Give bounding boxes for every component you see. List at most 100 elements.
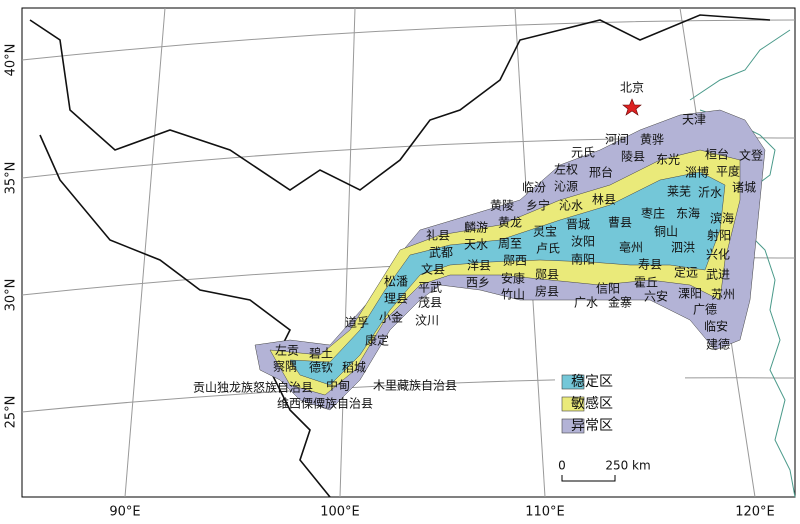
place-label: 平度 xyxy=(716,164,740,179)
place-label: 稻城 xyxy=(342,361,366,375)
place-label: 东海 xyxy=(676,206,700,221)
place-label: 武进 xyxy=(706,268,730,282)
latitude-label: 40°N xyxy=(4,44,19,77)
place-label: 苏州 xyxy=(711,288,735,302)
place-label: 维西傈僳族自治县 xyxy=(277,397,373,411)
latitude-label: 35°N xyxy=(4,162,19,195)
place-label: 左贡 xyxy=(275,343,299,358)
legend-label: 稳定区 xyxy=(571,374,613,390)
place-label: 淄博 xyxy=(685,165,709,180)
place-label: 房县 xyxy=(535,284,559,299)
place-label: 晋城 xyxy=(566,218,590,232)
place-label: 汝阳 xyxy=(571,235,595,249)
place-label: 溧阳 xyxy=(678,287,702,301)
zone-stable xyxy=(289,171,726,386)
place-label: 滨海 xyxy=(710,211,734,226)
place-label: 桓台 xyxy=(705,147,729,162)
legend-swatch xyxy=(561,374,585,390)
place-label: 理县 xyxy=(384,292,408,306)
place-label: 广水 xyxy=(574,296,598,310)
place-label: 武都 xyxy=(429,246,453,260)
place-label: 射阳 xyxy=(707,228,731,243)
scale-zero: 0 xyxy=(558,459,566,473)
place-label: 临安 xyxy=(704,319,728,334)
place-label: 松潘 xyxy=(384,275,408,289)
scale-bar: 0 250 km xyxy=(558,459,651,482)
place-label: 周至 xyxy=(498,237,522,251)
place-label: 沁水 xyxy=(559,199,583,213)
place-label: 黄骅 xyxy=(640,133,664,147)
place-label: 沁源 xyxy=(554,180,578,194)
zones xyxy=(254,109,766,411)
axis-labels: 90°E 100°E 110°E 120°E 25°N 30°N 35°N 40°N xyxy=(4,44,775,520)
latitude-label: 30°N xyxy=(4,279,19,312)
place-label: 汶川 xyxy=(415,313,439,328)
place-label: 东光 xyxy=(656,153,680,167)
place-label: 黄龙 xyxy=(498,216,522,230)
longitude-label: 100°E xyxy=(320,505,360,520)
place-label: 竹山 xyxy=(501,288,525,302)
place-label: 天水 xyxy=(464,238,488,252)
place-label: 碧土 xyxy=(309,347,333,361)
place-label: 小金 xyxy=(379,310,403,325)
scale-distance: 250 km xyxy=(605,459,650,473)
place-label: 木里藏族自治县 xyxy=(373,379,457,393)
place-label: 西乡 xyxy=(466,276,490,290)
place-label: 河间 xyxy=(605,133,629,147)
place-label: 陵县 xyxy=(621,150,645,164)
place-label: 泗洪 xyxy=(671,241,695,255)
place-label: 文登 xyxy=(739,148,763,163)
place-label: 郧县 xyxy=(535,268,559,282)
place-label: 礼县 xyxy=(426,228,450,243)
place-label: 洋县 xyxy=(467,258,491,273)
capital-label: 北京 xyxy=(620,81,644,95)
place-label: 信阳 xyxy=(596,282,620,296)
place-label: 康定 xyxy=(365,333,389,348)
place-label: 沂水 xyxy=(698,186,722,200)
legend-swatch xyxy=(561,418,585,434)
place-label: 定远 xyxy=(674,265,698,280)
place-label: 灵宝 xyxy=(533,225,557,239)
longitude-label: 110°E xyxy=(525,505,565,520)
place-label: 兴化 xyxy=(706,248,730,262)
place-label: 临汾 xyxy=(522,181,546,195)
place-label: 郧西 xyxy=(503,254,527,268)
place-label: 天津 xyxy=(682,113,706,127)
place-label: 贡山独龙族怒族自治县 xyxy=(193,380,313,395)
place-label: 平武 xyxy=(418,281,442,295)
place-label: 枣庄 xyxy=(641,206,665,221)
place-label: 德钦 xyxy=(309,360,333,375)
place-label: 铜山 xyxy=(654,224,678,239)
place-label: 亳州 xyxy=(619,240,643,255)
capital-marker xyxy=(622,98,642,116)
place-label: 莱芜 xyxy=(667,185,691,199)
place-label: 察隅 xyxy=(273,360,297,374)
place-label: 曹县 xyxy=(608,216,632,230)
place-label: 建德 xyxy=(706,337,730,352)
place-label: 邢台 xyxy=(589,165,613,180)
place-label: 麟游 xyxy=(464,220,488,235)
borders xyxy=(29,14,796,498)
place-label: 金寨 xyxy=(608,295,632,310)
place-label: 道孚 xyxy=(345,316,369,330)
place-label: 左权 xyxy=(554,162,578,177)
place-label: 寿县 xyxy=(638,258,662,272)
place-label: 六安 xyxy=(644,289,668,304)
legend-label: 敏感区 xyxy=(571,395,613,412)
place-label: 卢氏 xyxy=(536,241,560,256)
place-label: 黄陵 xyxy=(490,199,514,213)
scale-line xyxy=(561,475,616,482)
longitude-label: 120°E xyxy=(735,505,775,520)
place-label: 林县 xyxy=(592,193,616,207)
place-label: 南阳 xyxy=(571,252,595,267)
place-label: 中甸 xyxy=(326,378,350,393)
place-label: 安康 xyxy=(501,271,525,286)
place-label: 诸城 xyxy=(732,181,756,195)
longitude-label: 90°E xyxy=(109,505,140,520)
place-label: 乡宁 xyxy=(526,198,550,213)
place-label: 广德 xyxy=(693,302,717,317)
legend-swatch xyxy=(561,396,585,412)
legend-label: 异常区 xyxy=(571,418,613,434)
place-label: 茂县 xyxy=(418,296,442,310)
